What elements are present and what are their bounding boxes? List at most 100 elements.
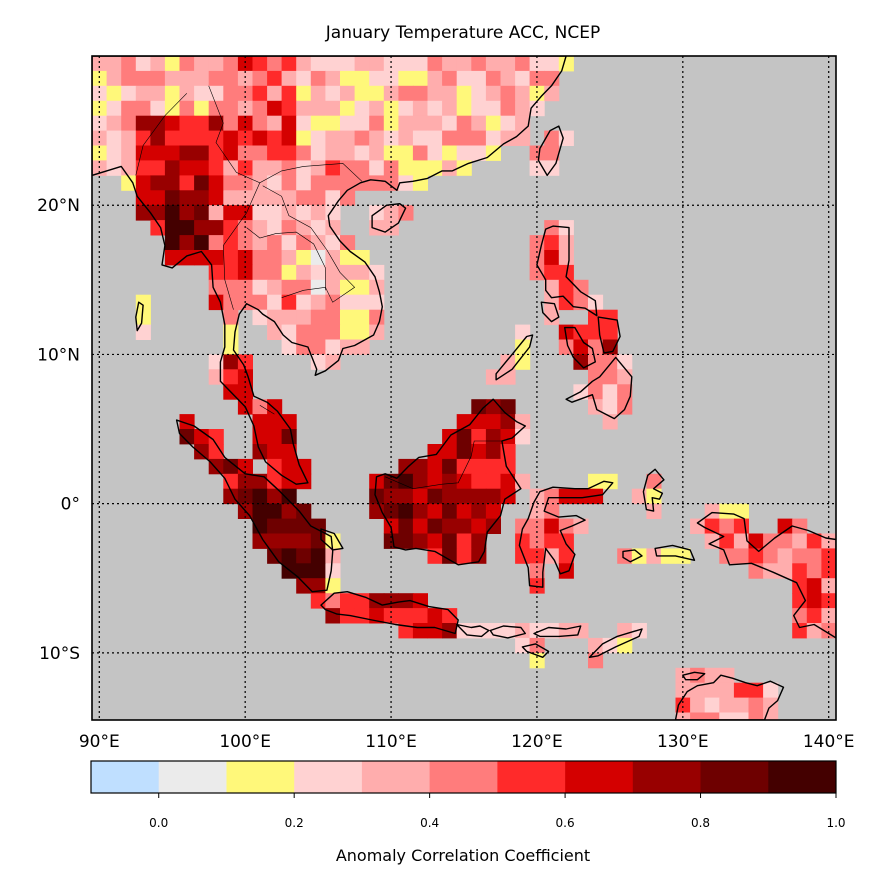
- acc-cell-523: [267, 473, 283, 490]
- coastline-bangka: [320, 528, 344, 551]
- acc-cell-619: [515, 533, 531, 549]
- acc-cell-354: [252, 264, 268, 281]
- acc-cell-589: [412, 518, 428, 534]
- acc-cell-119: [412, 100, 428, 117]
- acc-cell-301: [150, 220, 166, 236]
- acc-cell-469: [500, 399, 516, 415]
- acc-cell-478: [471, 414, 487, 430]
- acc-cell-550: [442, 488, 458, 505]
- acc-cell-305: [208, 220, 224, 236]
- acc-cell-187: [515, 130, 531, 146]
- acc-cell-319: [179, 235, 195, 251]
- acc-cell-692: [383, 608, 399, 624]
- acc-cell-558: [573, 488, 589, 505]
- acc-cell-15: [310, 56, 326, 72]
- acc-cell-272: [179, 190, 195, 206]
- acc-cell-438: [602, 339, 618, 355]
- acc-cell-73: [208, 85, 224, 102]
- acc-cell-668: [806, 563, 822, 579]
- acc-cell-586: [310, 518, 326, 534]
- acc-cell-158: [92, 130, 108, 146]
- acc-cell-566: [296, 503, 312, 519]
- coastline-buru: [622, 549, 643, 563]
- acc-cell-253: [194, 175, 210, 191]
- acc-cell-686: [806, 593, 822, 609]
- acc-cell-599: [573, 518, 589, 534]
- acc-cell-711: [558, 623, 574, 639]
- acc-cell-718: [515, 637, 531, 654]
- acc-cell-199: [223, 145, 239, 161]
- acc-cell-347: [354, 250, 370, 266]
- acc-cell-183: [456, 130, 472, 146]
- acc-cell-28: [500, 56, 516, 72]
- acc-cell-349: [544, 250, 560, 266]
- acc-cell-720: [588, 637, 604, 654]
- coastline-australia: [674, 674, 785, 720]
- acc-cell-61: [500, 70, 516, 87]
- acc-cell-398: [135, 309, 151, 326]
- acc-cell-706: [485, 623, 501, 639]
- acc-cell-739: [719, 697, 735, 713]
- acc-cell-259: [281, 175, 297, 191]
- acc-cell-378: [544, 279, 560, 296]
- acc-cell-374: [325, 279, 341, 296]
- acc-cell-615: [427, 533, 443, 549]
- acc-cell-584: [281, 518, 297, 534]
- acc-cell-20: [383, 56, 399, 72]
- acc-cell-569: [398, 503, 414, 519]
- acc-cell-180: [412, 130, 428, 146]
- acc-cell-203: [281, 145, 297, 161]
- acc-cell-352: [223, 264, 239, 281]
- acc-cell-244: [442, 160, 458, 176]
- acc-cell-733: [733, 682, 749, 699]
- acc-cell-463: [617, 384, 633, 400]
- acc-cell-440: [223, 354, 239, 370]
- acc-cell-112: [310, 100, 326, 117]
- acc-cell-127: [529, 100, 545, 117]
- acc-cell-172: [296, 130, 312, 146]
- acc-cell-607: [267, 533, 283, 549]
- acc-cell-537: [588, 473, 604, 490]
- acc-cell-597: [544, 518, 560, 534]
- acc-cell-231: [252, 160, 268, 176]
- acc-cell-736: [675, 697, 691, 713]
- acc-cell-534: [485, 473, 501, 490]
- country-border: [246, 227, 326, 291]
- lat-label: 10°N: [37, 345, 80, 365]
- acc-cell-345: [325, 250, 341, 266]
- acc-cell-304: [194, 220, 210, 236]
- colorbar-swatch-0: [91, 761, 159, 793]
- acc-cell-284: [135, 205, 151, 221]
- acc-cell-461: [588, 384, 604, 400]
- acc-cell-194: [150, 145, 166, 161]
- acc-cell-544: [281, 488, 297, 505]
- acc-cell-314: [369, 220, 385, 236]
- acc-cell-670: [296, 578, 312, 594]
- acc-cell-329: [325, 235, 341, 251]
- acc-cell-282: [325, 190, 341, 206]
- colorbar-tick-label: 0.8: [691, 816, 710, 830]
- acc-cell-510: [281, 458, 297, 475]
- acc-cell-445: [515, 354, 531, 370]
- acc-cell-77: [267, 85, 283, 102]
- acc-cell-492: [485, 429, 501, 445]
- acc-cell-163: [164, 130, 180, 146]
- acc-cell-123: [471, 100, 487, 117]
- acc-cell-7: [194, 56, 210, 72]
- acc-cell-81: [325, 85, 341, 102]
- acc-cell-499: [281, 444, 297, 460]
- acc-cell-408: [369, 309, 385, 326]
- acc-cell-214: [442, 145, 458, 161]
- coastline-borneo: [374, 398, 526, 566]
- acc-cell-525: [296, 473, 312, 490]
- lat-label: 0°: [61, 495, 80, 515]
- acc-cell-603: [733, 518, 749, 534]
- acc-cell-703: [442, 623, 458, 639]
- acc-cell-141: [281, 115, 297, 132]
- acc-cell-44: [252, 70, 268, 87]
- acc-cell-563: [252, 503, 268, 519]
- acc-cell-249: [135, 175, 151, 191]
- acc-cell-549: [427, 488, 443, 505]
- acc-cell-635: [310, 548, 326, 564]
- acc-cell-92: [485, 85, 501, 102]
